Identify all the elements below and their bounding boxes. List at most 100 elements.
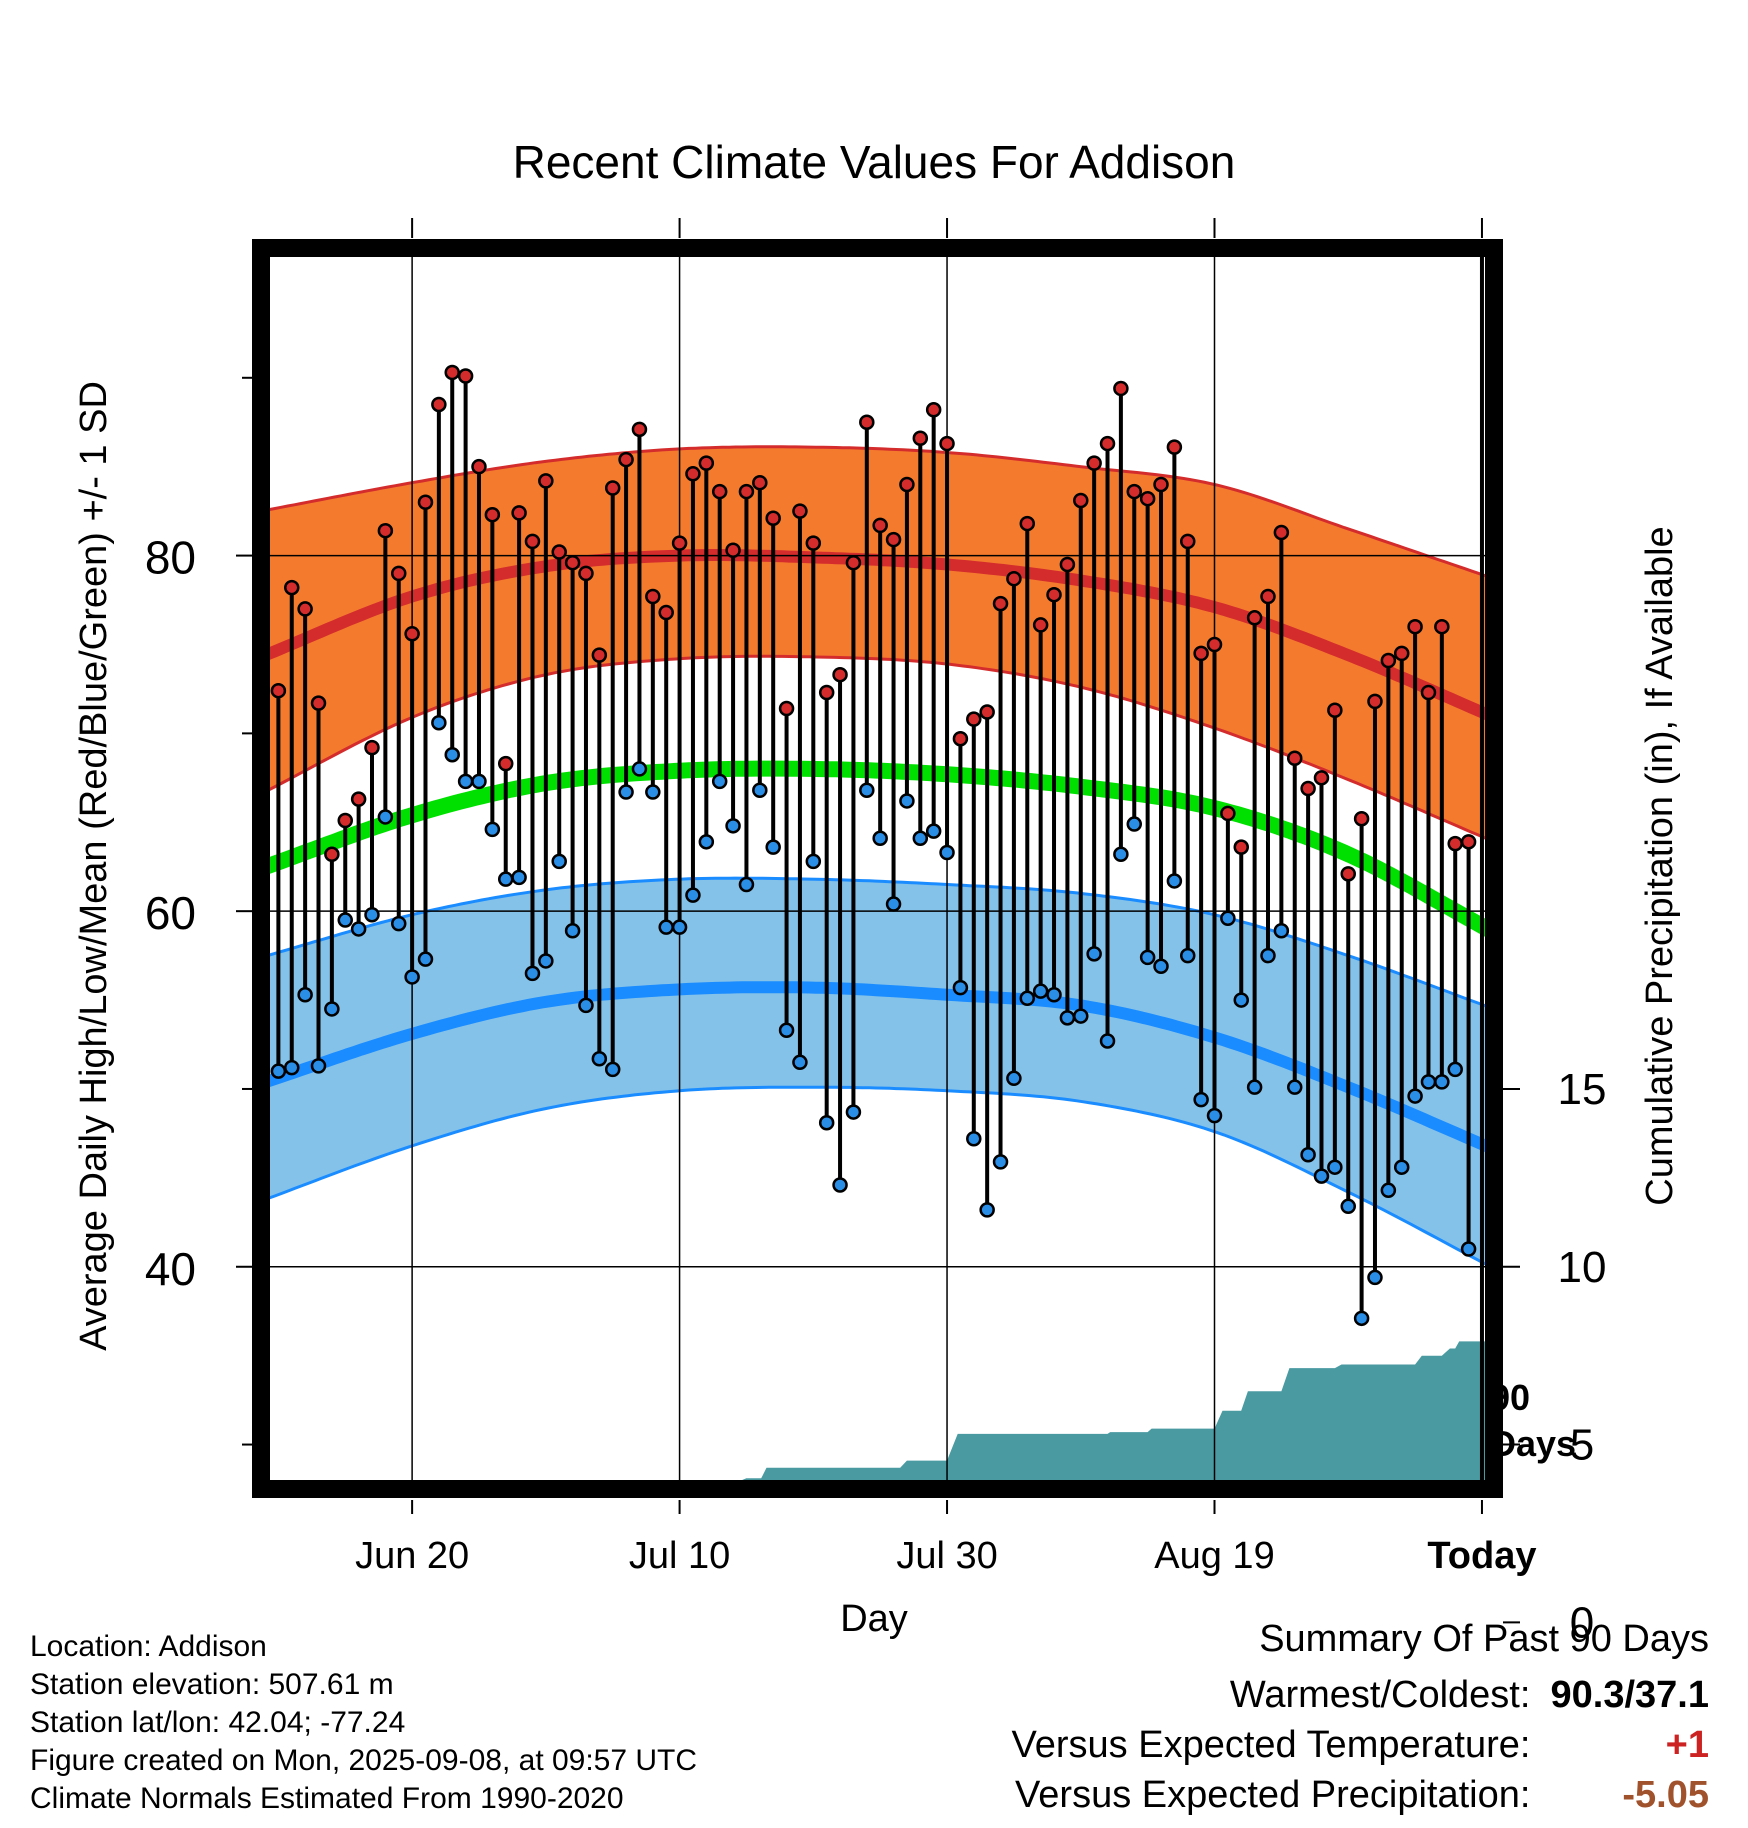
obs-low-point: [832, 1177, 848, 1193]
obs-high-point: [1380, 652, 1397, 669]
obs-high-point: [1260, 588, 1276, 605]
obs-low-point: [872, 830, 888, 847]
obs-low-point: [1206, 1107, 1223, 1124]
obs-high-point: [685, 466, 701, 482]
obs-low-point: [711, 773, 728, 790]
obs-low-point: [1113, 846, 1129, 863]
obs-low-point: [1367, 1269, 1383, 1286]
obs-high-point: [671, 535, 688, 551]
obs-low-point: [1233, 992, 1249, 1008]
obs-high-point: [377, 522, 394, 539]
y-tick-label-left: 40: [145, 1243, 196, 1295]
obs-high-point: [270, 682, 287, 699]
obs-low-point: [497, 871, 514, 887]
obs-low-point: [966, 1130, 982, 1147]
obs-high-point: [1032, 617, 1049, 633]
station-info: Location: Addison Station elevation: 507…: [30, 1628, 697, 1818]
obs-low-point: [591, 1050, 608, 1067]
obs-low-point: [1073, 1008, 1089, 1024]
obs-high-point: [631, 421, 648, 438]
obs-high-point: [1019, 515, 1036, 532]
obs-low-point: [1273, 922, 1290, 939]
obs-low-point: [818, 1114, 835, 1131]
obs-high-point: [859, 414, 875, 430]
obs-high-point: [939, 435, 955, 452]
obs-high-point: [390, 565, 407, 582]
obs-low-point: [805, 853, 822, 870]
obs-high-point: [471, 458, 487, 475]
plot-frame: [252, 239, 1503, 1498]
obs-high-point: [604, 480, 621, 496]
obs-high-point: [551, 544, 567, 560]
obs-low-point: [899, 793, 915, 809]
elevation-text: Station elevation: 507.61 m: [30, 1668, 394, 1701]
obs-low-point: [658, 919, 674, 935]
obs-low-point: [952, 979, 969, 996]
obs-low-point: [698, 834, 715, 850]
warmest-coldest-label: Warmest/Coldest:: [1229, 1674, 1531, 1716]
obs-low-point: [1420, 1074, 1437, 1090]
obs-low-point: [484, 821, 501, 838]
obs-high-point: [925, 402, 942, 418]
obs-high-point: [1059, 556, 1076, 573]
obs-low-point: [1166, 873, 1183, 889]
obs-high-point: [297, 601, 313, 617]
obs-high-point: [1206, 636, 1223, 653]
obs-low-point: [645, 784, 661, 800]
obs-low-point: [1019, 990, 1036, 1007]
obs-high-point: [845, 554, 862, 571]
obs-low-point: [1059, 1010, 1076, 1026]
obs-high-point: [1139, 490, 1156, 507]
obs-low-point: [417, 951, 434, 967]
x-tick-label: Aug 19: [1154, 1535, 1274, 1577]
obs-low-point: [377, 809, 394, 825]
obs-low-point: [297, 986, 313, 1003]
obs-low-point: [604, 1061, 621, 1078]
warmest-coldest-value: 90.3/37.1: [1550, 1674, 1709, 1716]
obs-low-point: [1246, 1079, 1263, 1095]
obs-low-point: [1407, 1088, 1423, 1104]
obs-low-point: [1434, 1074, 1450, 1090]
obs-low-point: [979, 1202, 995, 1218]
mean-normal-line: [258, 760, 1496, 939]
obs-high-point: [1073, 492, 1089, 509]
obs-low-point: [1006, 1070, 1022, 1087]
obs-low-point: [457, 773, 474, 790]
x-tick-label: Jul 30: [896, 1535, 997, 1577]
x-axis-label: Day: [840, 1598, 908, 1640]
obs-high-point: [538, 473, 554, 489]
obs-low-point: [939, 844, 955, 861]
obs-low-point: [1327, 1159, 1343, 1175]
obs-low-point: [431, 714, 447, 731]
temperature-label: Versus Expected Temperature:: [1011, 1724, 1531, 1766]
y-axis-label-right: Cumulative Precipitation (in), If Availa…: [1639, 526, 1681, 1205]
obs-high-point: [992, 595, 1009, 612]
obs-high-point: [511, 505, 527, 521]
obs-low-point: [925, 823, 942, 839]
x-tick-label: Jun 20: [355, 1535, 469, 1577]
obs-high-point: [1126, 483, 1143, 500]
obs-high-point: [912, 430, 929, 446]
obs-low-point: [471, 773, 487, 790]
obs-low-point: [792, 1054, 808, 1071]
obs-low-point: [845, 1104, 862, 1120]
obs-low-point: [1380, 1182, 1397, 1199]
obs-low-point: [1153, 958, 1169, 975]
precipitation-area: [261, 1341, 1494, 1489]
obs-high-point: [1286, 750, 1303, 767]
obs-high-point: [431, 396, 447, 413]
obs-low-point: [631, 761, 648, 777]
obs-low-point: [364, 906, 380, 923]
obs-low-point: [337, 912, 354, 928]
obs-high-point: [1180, 533, 1196, 550]
obs-high-point: [1246, 610, 1263, 626]
y-axis-label-left: Average Daily High/Low/Mean (Red/Blue/Gr…: [73, 381, 115, 1351]
obs-high-point: [738, 483, 755, 500]
obs-high-point: [1046, 586, 1062, 603]
obs-high-point: [1006, 570, 1022, 587]
obs-low-point: [324, 1001, 340, 1017]
y-tick-label-left: 60: [145, 887, 196, 939]
obs-high-point: [1340, 866, 1356, 882]
obs-low-point: [685, 887, 701, 903]
